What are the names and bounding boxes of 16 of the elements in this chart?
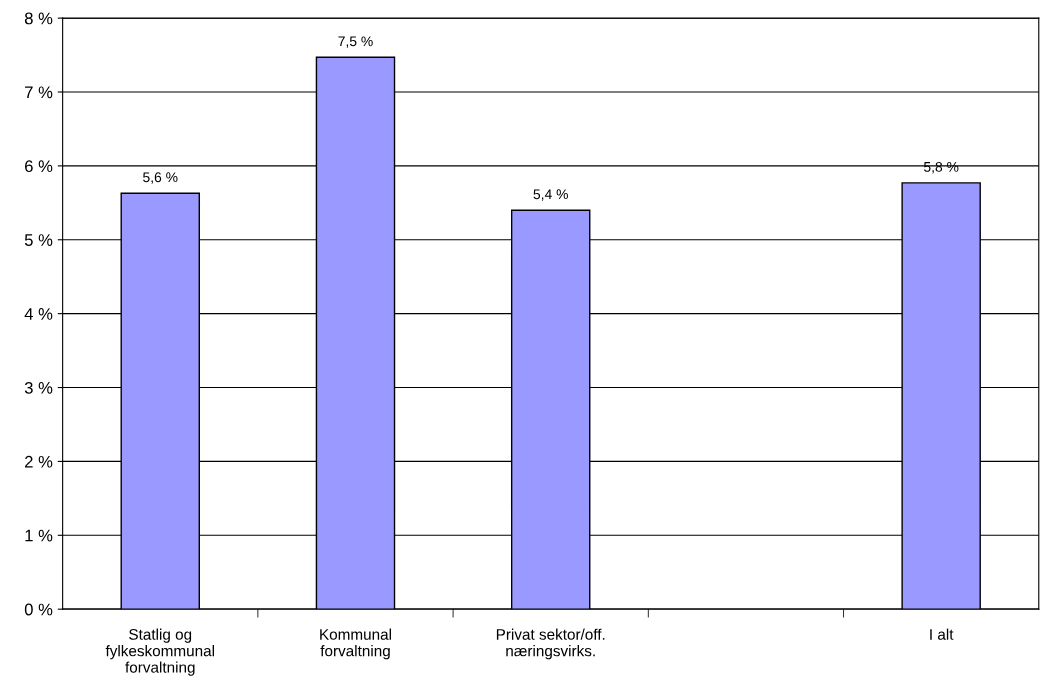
y-tick-label: 2 % — [25, 455, 53, 468]
data-label: 5,6 % — [143, 172, 178, 184]
y-tick-label: 8 % — [24, 12, 53, 25]
x-tick-label: Statlig og fylkeskommunal forvaltning — [105, 628, 214, 676]
data-label: 5,4 % — [533, 189, 568, 201]
y-tick-label: 6 % — [25, 160, 53, 173]
x-tick-label: Kommunal forvaltning — [320, 628, 391, 660]
x-tick-label: I alt — [930, 628, 954, 640]
data-label: 7,5 % — [338, 36, 373, 48]
y-tick-label: 4 % — [24, 308, 53, 320]
y-tick-label: 0 % — [24, 603, 53, 616]
x-tick-label: Privat sektor/off. næringsvirks. — [496, 628, 605, 660]
y-tick-label: 7 % — [25, 86, 53, 99]
y-tick-label: 1 % — [25, 529, 53, 542]
y-tick-label: 3 % — [24, 381, 53, 394]
y-tick-label: 5 % — [24, 234, 53, 246]
